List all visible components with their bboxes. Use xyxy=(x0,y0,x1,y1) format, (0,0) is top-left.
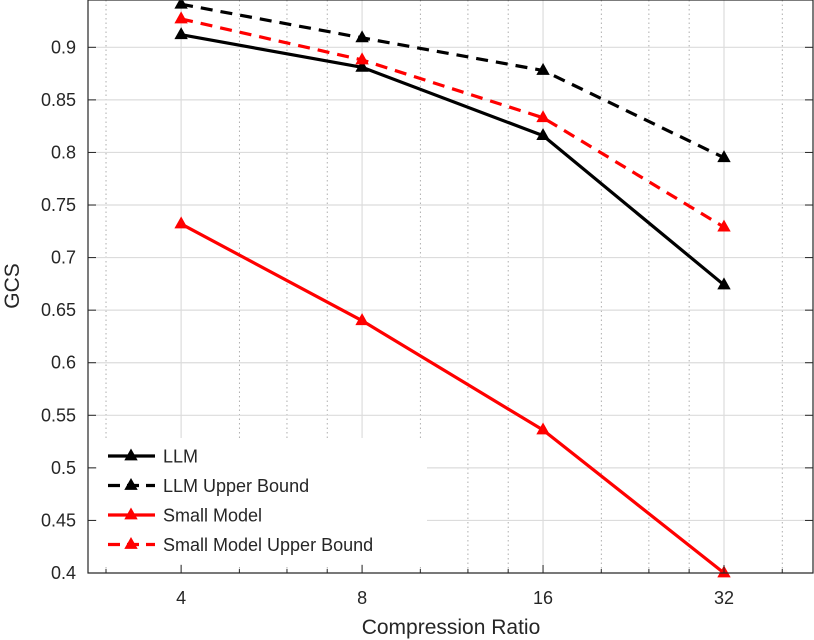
y-tick-label: 0.9 xyxy=(51,37,76,57)
y-tick-label: 0.85 xyxy=(41,90,76,110)
legend-marker xyxy=(124,448,138,461)
ticks: 4 8 16 32 0.4 0.45 0.5 0.55 0.6 0.65 0.7 0.75 0.8 0.8… xyxy=(41,37,813,608)
y-tick-label: 0.8 xyxy=(51,142,76,162)
x-tick-label: 4 xyxy=(176,588,186,608)
y-tick-label: 0.75 xyxy=(41,195,76,215)
x-axis-label: Compression Ratio xyxy=(362,616,541,639)
series-line xyxy=(180,17,725,229)
y-tick-label: 0.7 xyxy=(51,248,76,268)
y-tick-label: 0.4 xyxy=(51,563,76,583)
y-tick-label: 0.55 xyxy=(41,405,76,425)
y-tick-label: 0.45 xyxy=(41,510,76,530)
series-line xyxy=(180,2,725,160)
legend-label: LLM Upper Bound xyxy=(163,476,309,496)
y-tick-label: 0.5 xyxy=(51,458,76,478)
series-line xyxy=(180,222,725,575)
data-point-marker xyxy=(174,0,188,9)
data-point-marker xyxy=(174,216,188,229)
data-point-marker xyxy=(536,62,550,75)
legend: LLM LLM Upper Bound Small Model Small Model… xyxy=(97,438,427,564)
legend-marker xyxy=(124,477,138,490)
data-point-marker xyxy=(536,128,550,141)
data-point-marker xyxy=(717,219,731,232)
y-tick-label: 0.6 xyxy=(51,353,76,373)
plot-frame xyxy=(87,0,814,574)
data-point-marker xyxy=(355,313,369,326)
x-tick-label: 16 xyxy=(533,588,553,608)
data-point-marker xyxy=(355,59,369,72)
legend-marker xyxy=(124,536,138,549)
series-line xyxy=(180,33,726,287)
data-point-marker xyxy=(174,11,188,24)
data-point-marker xyxy=(536,422,550,435)
legend-label: LLM xyxy=(163,447,198,467)
x-tick-label: 32 xyxy=(714,588,734,608)
data-point-marker xyxy=(717,277,731,290)
data-point-marker xyxy=(355,30,369,43)
y-tick-label: 0.65 xyxy=(41,300,76,320)
legend-label: Small Model Upper Bound xyxy=(163,535,373,555)
y-axis-label: GCS xyxy=(1,263,24,309)
data-point-marker xyxy=(355,52,369,65)
legend-marker xyxy=(124,507,138,520)
data-point-marker xyxy=(174,27,188,40)
series-group xyxy=(174,0,731,578)
legend-label: Small Model xyxy=(163,506,262,526)
x-tick-label: 8 xyxy=(357,588,367,608)
data-point-marker xyxy=(536,110,550,123)
data-point-marker xyxy=(717,150,731,163)
